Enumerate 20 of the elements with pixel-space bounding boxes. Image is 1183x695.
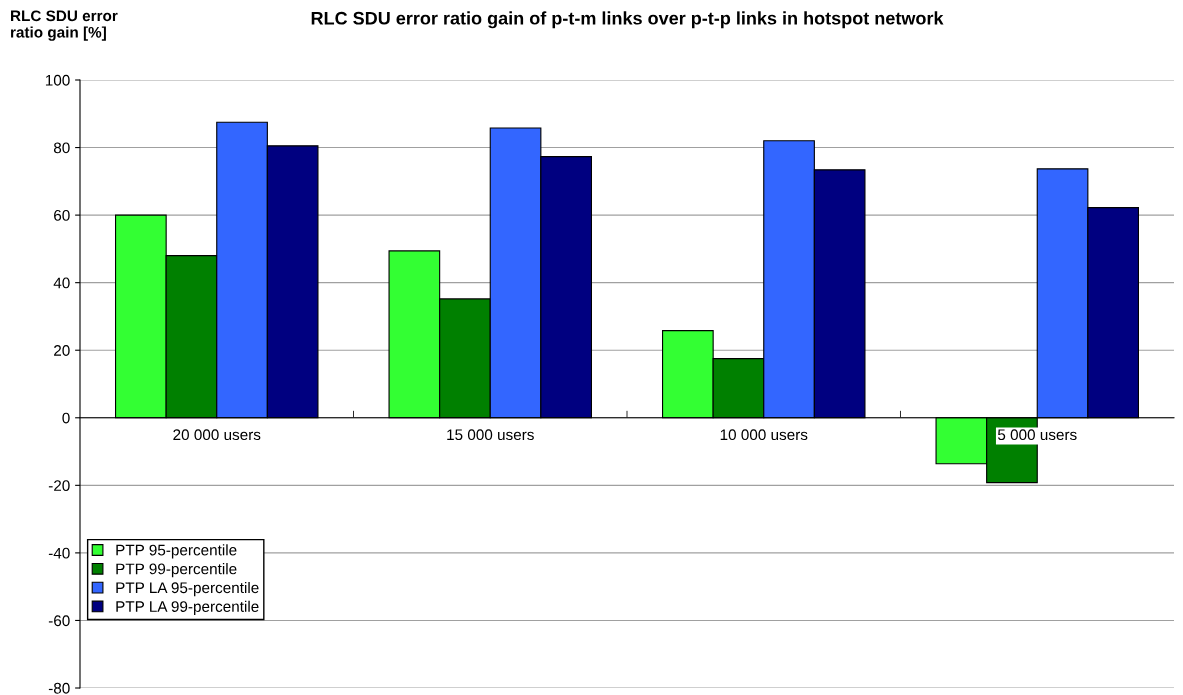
x-tick-label: 20 000 users — [173, 429, 261, 441]
legend-label: PTP LA 99-percentile — [116, 600, 259, 615]
y-tick-label: 40 — [53, 277, 70, 289]
x-tick-label: 10 000 users — [720, 429, 808, 441]
y-tick-label: -60 — [48, 615, 70, 627]
y-axis-title: RLC SDU error ratio gain [%] — [11, 10, 118, 41]
y-tick-label: -80 — [48, 682, 70, 694]
y-tick-label: 80 — [53, 142, 70, 154]
y-tick-label: 20 — [54, 345, 70, 356]
x-tick-label: 15 000 users — [447, 429, 534, 441]
chart-title: RLC SDU error ratio gain of p-t-m links over p-t-p links in hotspot network — [311, 11, 944, 29]
y-tick-label: -40 — [48, 547, 70, 559]
x-tick-label: 5 000 users — [997, 429, 1077, 441]
y-tick-label: 0 — [62, 412, 70, 424]
legend-label: PTP LA 95-percentile — [116, 581, 259, 597]
y-tick-label: -20 — [48, 480, 70, 492]
legend-label: PTP 99-percentile — [116, 563, 237, 578]
y-tick-label: 100 — [45, 74, 70, 86]
y-tick-label: 60 — [54, 209, 70, 221]
legend-label: PTP 95-percentile — [116, 544, 237, 559]
